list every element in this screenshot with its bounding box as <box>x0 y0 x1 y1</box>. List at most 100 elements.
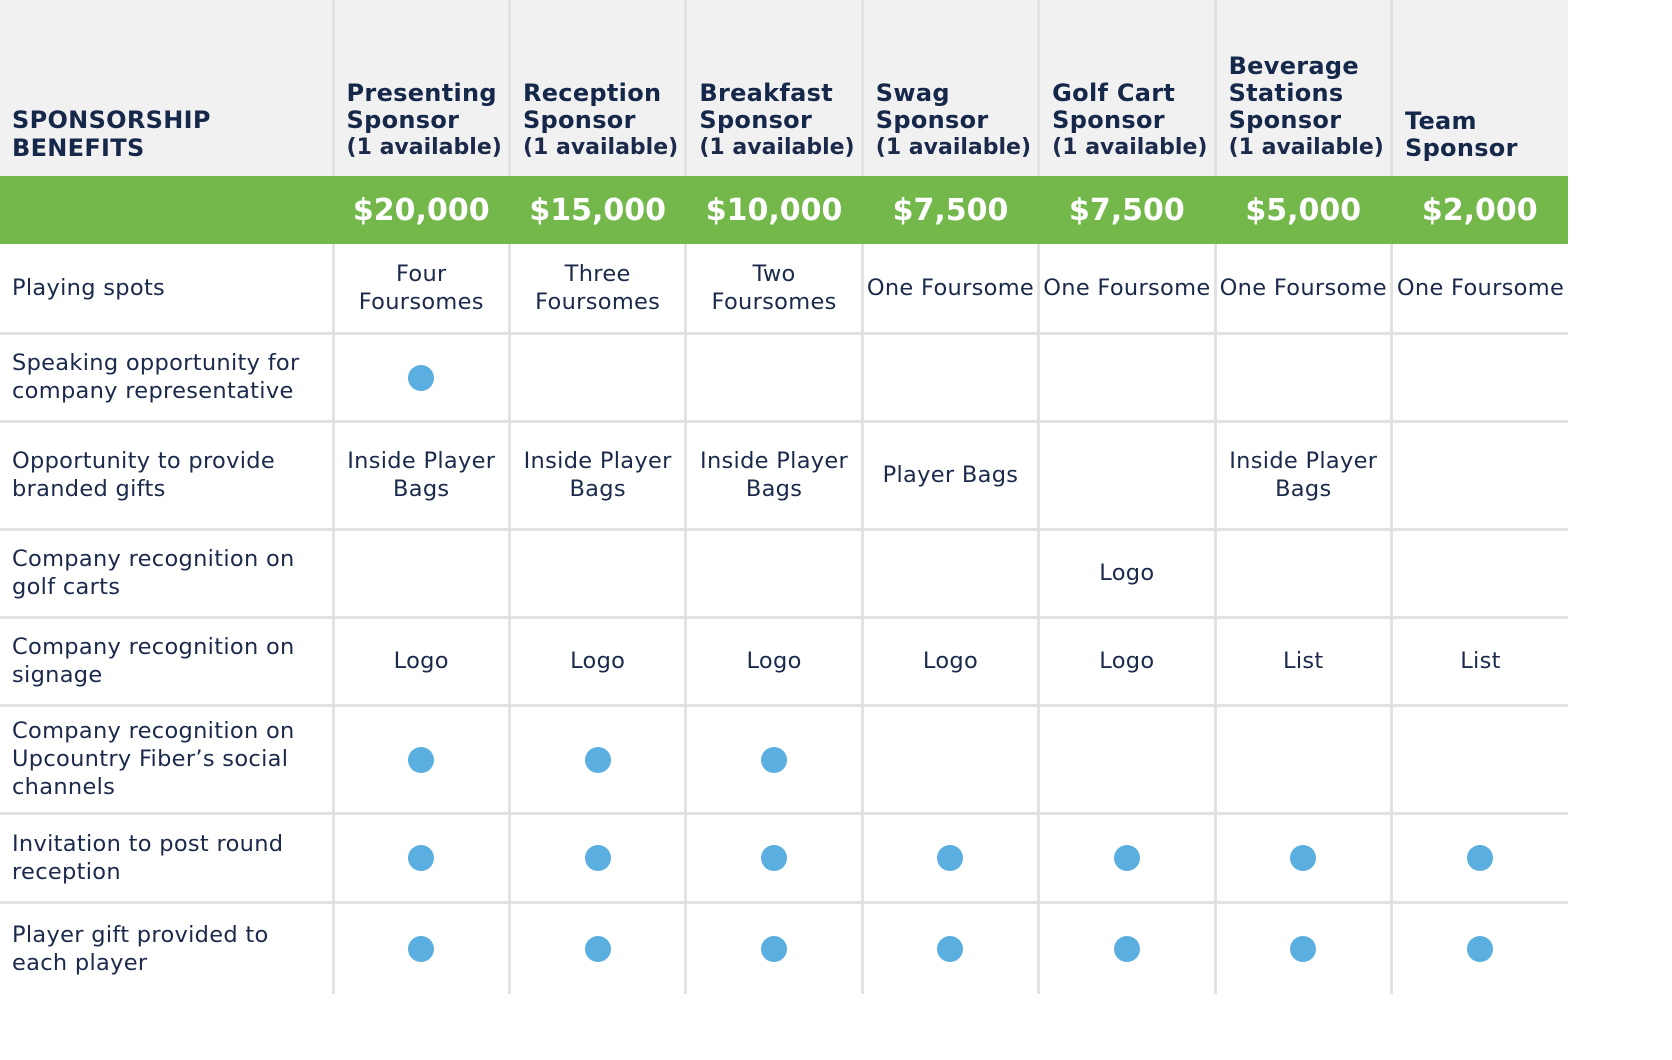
tier-name: Reception Sponsor <box>522 79 662 134</box>
benefit-value-included <box>1389 902 1568 994</box>
tier-header-row: SPONSORSHIP BENEFITS Presenting Sponsor(… <box>0 0 1568 176</box>
sponsorship-benefits-table: SPONSORSHIP BENEFITS Presenting Sponsor(… <box>0 0 1568 994</box>
benefit-row-golf-carts: Company recognition on golf carts Logo <box>0 529 1568 619</box>
benefit-label: Playing spots <box>0 244 334 335</box>
benefit-value: Three Foursomes <box>507 244 686 335</box>
benefit-value: Logo <box>1037 617 1216 707</box>
benefit-value-included <box>507 705 686 815</box>
benefit-row-playing-spots: Playing spots Four Foursomes Three Foursom… <box>0 244 1568 335</box>
benefit-value: One Foursome <box>1213 244 1392 335</box>
benefit-value-included <box>507 902 686 994</box>
tier-name: Golf Cart Sponsor <box>1052 79 1176 134</box>
benefit-value-empty <box>1037 333 1216 423</box>
tier-availability: (1 available) <box>1228 135 1384 160</box>
tier-name: Team Sponsor <box>1404 107 1518 162</box>
benefit-value: Four Foursomes <box>331 244 510 335</box>
benefit-value-empty <box>1037 421 1216 531</box>
benefit-label: Company recognition on golf carts <box>0 529 334 619</box>
benefit-value-empty <box>507 529 686 619</box>
benefit-value: Two Foursomes <box>684 244 863 335</box>
included-dot-icon <box>1467 936 1494 963</box>
benefit-value: Inside Player Bags <box>331 421 510 531</box>
benefit-value-empty <box>684 333 863 423</box>
benefit-value-included <box>331 705 510 815</box>
benefit-value-included <box>860 902 1039 994</box>
benefit-value-empty <box>507 333 686 423</box>
benefit-value: Player Bags <box>860 421 1039 531</box>
benefit-value-included <box>1037 902 1216 994</box>
included-dot-icon <box>1113 936 1140 963</box>
benefit-row-social-channels: Company recognition on Upcountry Fiber’s… <box>0 705 1568 815</box>
benefit-value-empty <box>1389 529 1568 619</box>
benefit-value: Logo <box>684 617 863 707</box>
benefit-value-included <box>684 902 863 994</box>
tier-header: Golf Cart Sponsor (1 available) <box>1037 0 1216 176</box>
included-dot-icon <box>1290 845 1317 871</box>
tier-availability: (1 available) <box>699 135 855 160</box>
benefit-row-speaking-opportunity: Speaking opportunity for company represe… <box>0 333 1568 423</box>
benefit-value: Logo <box>507 617 686 707</box>
benefit-value: One Foursome <box>1037 244 1216 335</box>
tier-name: Swag Sponsor <box>875 79 989 134</box>
tier-availability: (1 available) <box>1052 135 1208 160</box>
benefit-row-branded-gifts: Opportunity to provide branded gifts Insi… <box>0 421 1568 531</box>
benefit-label: Invitation to post round reception <box>0 813 334 904</box>
benefit-value-included <box>1213 813 1392 904</box>
benefit-value-empty <box>1213 333 1392 423</box>
benefit-value: Inside Player Bags <box>684 421 863 531</box>
benefit-row-reception-invitation: Invitation to post round reception <box>0 813 1568 904</box>
benefit-value-empty <box>860 529 1039 619</box>
benefit-value-included <box>1037 813 1216 904</box>
included-dot-icon <box>761 746 788 773</box>
tier-price: $10,000 <box>685 176 863 244</box>
benefit-value-empty <box>1213 705 1392 815</box>
included-dot-icon <box>1290 936 1317 963</box>
tier-name: Breakfast Sponsor <box>699 79 834 134</box>
tier-price: $15,000 <box>509 176 686 244</box>
included-dot-icon <box>761 936 788 963</box>
included-dot-icon <box>408 364 435 391</box>
benefit-value-included <box>507 813 686 904</box>
benefit-value-empty <box>1037 705 1216 815</box>
benefit-value-empty <box>1389 421 1568 531</box>
included-dot-icon <box>584 936 611 963</box>
tier-price: $7,500 <box>1038 176 1216 244</box>
included-dot-icon <box>408 936 435 963</box>
benefit-value: Logo <box>331 617 510 707</box>
tier-price: $7,500 <box>862 176 1039 244</box>
benefit-row-signage: Company recognition on signage Logo Logo Lo… <box>0 617 1568 707</box>
included-dot-icon <box>408 845 435 871</box>
included-dot-icon <box>761 845 788 871</box>
benefit-value-included <box>331 902 510 994</box>
benefit-value-empty <box>860 333 1039 423</box>
benefit-value-included <box>1213 902 1392 994</box>
tier-header: Breakfast Sponsor (1 available) <box>684 0 863 176</box>
benefit-value-empty <box>684 529 863 619</box>
benefit-value-included <box>860 813 1039 904</box>
included-dot-icon <box>1467 845 1494 871</box>
benefit-label: Company recognition on signage <box>0 617 334 707</box>
price-row: $20,000 $15,000 $10,000 $7,500 $7,500 $5… <box>0 176 1568 244</box>
benefit-row-player-gift: Player gift provided to each player <box>0 902 1568 994</box>
benefit-value: List <box>1213 617 1392 707</box>
included-dot-icon <box>937 845 964 871</box>
tier-header: Team Sponsor <box>1389 0 1568 176</box>
included-dot-icon <box>408 746 435 773</box>
included-dot-icon <box>584 845 611 871</box>
tier-header: Reception Sponsor (1 available) <box>507 0 686 176</box>
benefit-value-included <box>331 333 510 423</box>
included-dot-icon <box>1113 845 1140 871</box>
benefit-value-empty <box>860 705 1039 815</box>
tier-price: $5,000 <box>1215 176 1392 244</box>
benefit-value: Logo <box>1037 529 1216 619</box>
benefit-value-included <box>684 705 863 815</box>
benefits-title: SPONSORSHIP BENEFITS <box>12 106 211 162</box>
tier-price: $20,000 <box>333 176 510 244</box>
benefits-column-header: SPONSORSHIP BENEFITS <box>0 0 334 176</box>
benefit-value-empty <box>1389 333 1568 423</box>
benefit-label: Speaking opportunity for company represe… <box>0 333 334 423</box>
tier-availability: (1 available) <box>522 135 679 160</box>
benefit-value-empty <box>1213 529 1392 619</box>
benefit-value: Inside Player Bags <box>507 421 686 531</box>
benefit-label: Player gift provided to each player <box>12 921 269 976</box>
